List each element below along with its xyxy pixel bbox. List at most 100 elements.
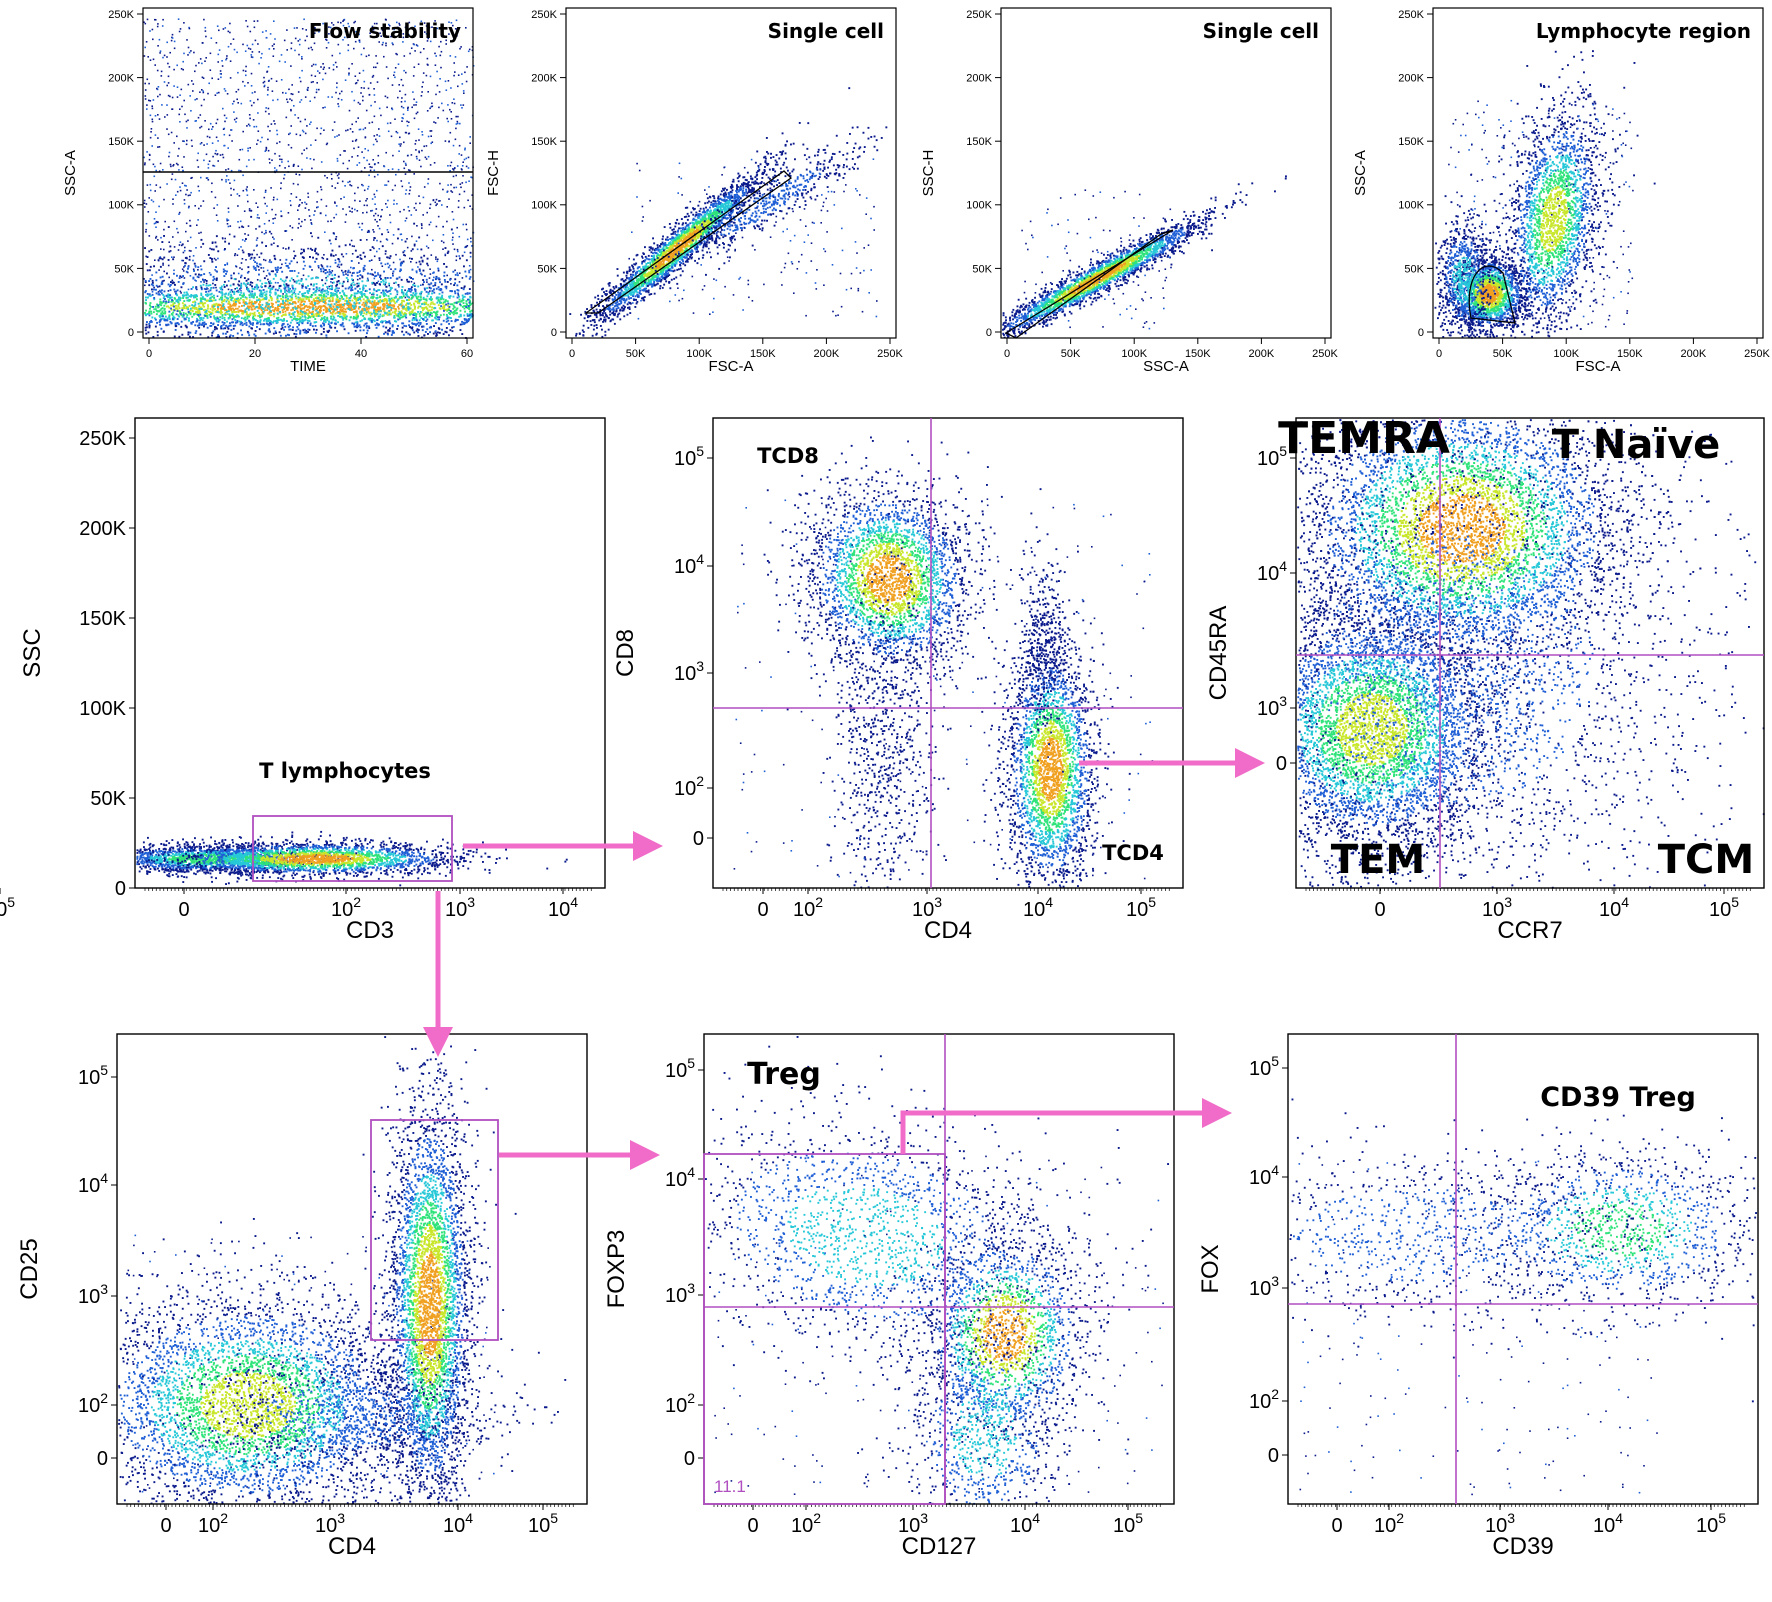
x-tick-label: 0 xyxy=(1004,348,1010,360)
gating-arrows xyxy=(438,763,1255,1155)
x-tick-label: 0 xyxy=(1436,348,1442,360)
y-tick-label: 103 xyxy=(1257,693,1287,720)
x-tick-label: 40 xyxy=(355,348,367,360)
gating-diagram: 0 20 40 60 0 50K 100K 150K 200K 250K TIME SSC-A Flow… xyxy=(0,0,1772,1602)
y-axis-label: FOXP3 xyxy=(603,1230,630,1309)
x-axis-label: CD127 xyxy=(902,1533,977,1560)
y-axis-label: SSC xyxy=(19,628,46,677)
x-tick-label: 150K xyxy=(750,348,776,360)
x-axis-label: FSC-A xyxy=(1576,358,1621,375)
y-tick-label: 100K xyxy=(108,200,134,212)
x-tick-label: 102 xyxy=(1374,1510,1404,1537)
cell-cluster xyxy=(705,1036,1169,1454)
x-axis-label: CD4 xyxy=(328,1533,376,1560)
y-tick-label: 104 xyxy=(674,551,704,578)
cell-cluster xyxy=(569,87,850,338)
cell-cluster xyxy=(1399,1115,1757,1403)
y-axis-label: FSC-H xyxy=(485,150,502,196)
panel-title: Single cell xyxy=(1203,19,1319,43)
y-axis-label: SSC-A xyxy=(62,150,79,196)
y-tick-label: 200K xyxy=(108,72,134,84)
y-tick-label: 102 xyxy=(1249,1386,1279,1413)
plot-frame xyxy=(566,8,896,338)
quadrant-label-tcm: TCM xyxy=(1658,837,1754,883)
x-tick-label: 102 xyxy=(793,894,823,921)
x-tick-label: 102 xyxy=(791,1510,821,1537)
x-tick-label: 50K xyxy=(626,348,646,360)
y-tick-label: 105 xyxy=(1249,1053,1279,1080)
y-tick-label: 100K xyxy=(966,200,992,212)
x-axis-label: TIME xyxy=(290,358,326,375)
y-tick-label: 0 xyxy=(551,327,557,339)
x-tick-label: 102 xyxy=(198,1510,228,1537)
y-tick-label: 103 xyxy=(78,1281,108,1308)
sparse-events xyxy=(1298,1157,1658,1495)
y-axis-label: CD25 xyxy=(16,1238,43,1299)
y-axis-label: FOX xyxy=(1197,1244,1224,1293)
y-tick-label: 200K xyxy=(531,72,557,84)
x-tick-label: 200K xyxy=(814,348,840,360)
y-tick-label: 250K xyxy=(108,9,134,21)
y-tick-label: 50K xyxy=(90,788,126,810)
cell-cluster xyxy=(977,565,1131,888)
y-axis-label: SSC-A xyxy=(1352,150,1369,196)
y-tick-label: 0 xyxy=(115,878,126,900)
y-tick-label: 250K xyxy=(531,9,557,21)
y-tick-label: 150K xyxy=(79,608,126,630)
y-tick-label: 150K xyxy=(531,136,557,148)
y-tick-label: 104 xyxy=(665,1164,695,1191)
y-tick-label: 103 xyxy=(665,1280,695,1307)
y-tick-label: 0 xyxy=(1268,1445,1279,1467)
quadrant-label-tcd4: TCD4 xyxy=(1102,841,1164,865)
y-tick-label: 105 xyxy=(665,1055,695,1082)
y-tick-label: 200K xyxy=(966,72,992,84)
x-tick-label: 0 xyxy=(569,348,575,360)
x-tick-label: 50K xyxy=(1493,348,1513,360)
plot-frame xyxy=(1001,8,1331,338)
y-tick-label: 0 xyxy=(128,327,134,339)
plot-frame xyxy=(135,418,605,888)
x-tick-label: 104 xyxy=(443,1510,473,1537)
x-tick-label: 200K xyxy=(1681,348,1707,360)
x-tick-label: 104 xyxy=(1599,894,1629,921)
x-tick-label: 105 xyxy=(1113,1510,1143,1537)
x-tick-label: 104 xyxy=(1010,1510,1040,1537)
panel-cd25-cd4 xyxy=(111,1034,587,1510)
x-tick-label: 50K xyxy=(1061,348,1081,360)
x-tick-label: 0 xyxy=(178,899,189,921)
x-tick-label: 20 xyxy=(249,348,261,360)
panel-title: Flow stability xyxy=(309,19,461,43)
x-tick-label: 0 xyxy=(1374,899,1385,921)
y-tick-label: 102 xyxy=(78,1390,108,1417)
population-label: T lymphocytes xyxy=(259,759,431,783)
y-tick-label: 104 xyxy=(78,1170,108,1197)
quadrant-label-temra: TEMRA xyxy=(1278,413,1450,464)
y-tick-label: 0 xyxy=(684,1448,695,1470)
y-tick-label: 102 xyxy=(665,1390,695,1417)
x-axis-label: SSC-A xyxy=(1143,358,1189,375)
x-tick-label: 0 xyxy=(146,348,152,360)
x-axis-label: CD3 xyxy=(346,917,394,944)
gate-percentage: 11.1 xyxy=(714,1477,746,1496)
cell-cluster xyxy=(886,1178,1133,1501)
x-tick-label: 250K xyxy=(877,348,903,360)
cell-cluster xyxy=(1002,175,1287,338)
cell-cluster xyxy=(137,831,568,886)
quadrant-label-tnaive: T Naïve xyxy=(1552,422,1721,468)
y-tick-label: 200K xyxy=(79,518,126,540)
y-tick-label: 100K xyxy=(79,698,126,720)
y-tick-label: 103 xyxy=(674,658,704,685)
y-tick-label: 50K xyxy=(537,263,557,275)
panel-t-lymphocytes xyxy=(0,418,605,894)
x-tick-label: 105 xyxy=(1696,1510,1726,1537)
treg-gate xyxy=(704,1154,945,1504)
y-tick-label: 105 xyxy=(78,1062,108,1089)
y-tick-label: 0 xyxy=(1276,753,1287,775)
y-tick-label: 150K xyxy=(108,136,134,148)
x-tick-label: 60 xyxy=(461,348,473,360)
panel-single-cell-ssc xyxy=(995,8,1331,344)
x-tick-label: 0 xyxy=(747,1515,758,1537)
panel-title: Lymphocyte region xyxy=(1536,19,1751,43)
